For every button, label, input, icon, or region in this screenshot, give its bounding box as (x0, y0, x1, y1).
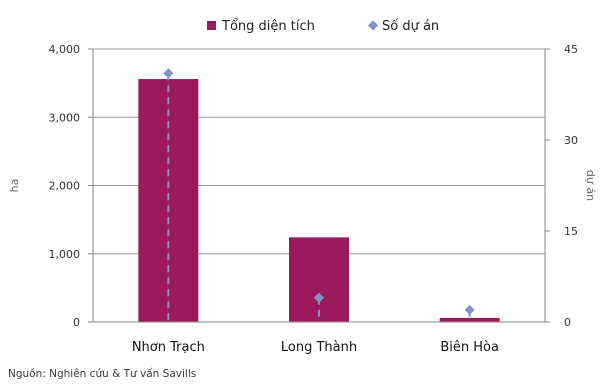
left-tick-label: 2,000 (49, 180, 81, 193)
axes: 0 1,000 2,000 3,000 4,000 0 15 30 45 ha dự án Nhơn … (8, 43, 597, 355)
project-markers (163, 68, 475, 322)
project-marker (163, 68, 174, 79)
right-tick-label: 45 (564, 43, 578, 56)
project-marker (464, 304, 475, 315)
right-tick-label: 30 (564, 134, 578, 147)
bars (138, 79, 500, 322)
left-axis-title: ha (8, 179, 21, 193)
category-label: Biên Hòa (440, 340, 499, 355)
category-label: Nhơn Trạch (132, 340, 205, 355)
project-marker (314, 292, 324, 303)
right-tick-label: 15 (564, 225, 578, 238)
source-note: Nguồn: Nghiên cứu & Tư vấn Savills (8, 368, 197, 380)
legend-label-projects: Số dự án (382, 19, 439, 34)
legend-label-area: Tổng diện tích (221, 19, 315, 34)
right-tick-label: 0 (564, 316, 571, 329)
left-tick-label: 4,000 (49, 43, 81, 56)
legend: Tổng diện tích Số dự án (207, 19, 439, 34)
left-tick-label: 3,000 (49, 111, 81, 124)
bar (289, 237, 349, 322)
legend-swatch-area (207, 21, 216, 30)
category-label: Long Thành (281, 340, 357, 355)
right-axis-title: dự án (584, 170, 597, 201)
legend-swatch-projects (368, 20, 378, 31)
left-tick-label: 0 (73, 316, 80, 329)
left-tick-label: 1,000 (49, 248, 81, 261)
bar (439, 317, 500, 322)
